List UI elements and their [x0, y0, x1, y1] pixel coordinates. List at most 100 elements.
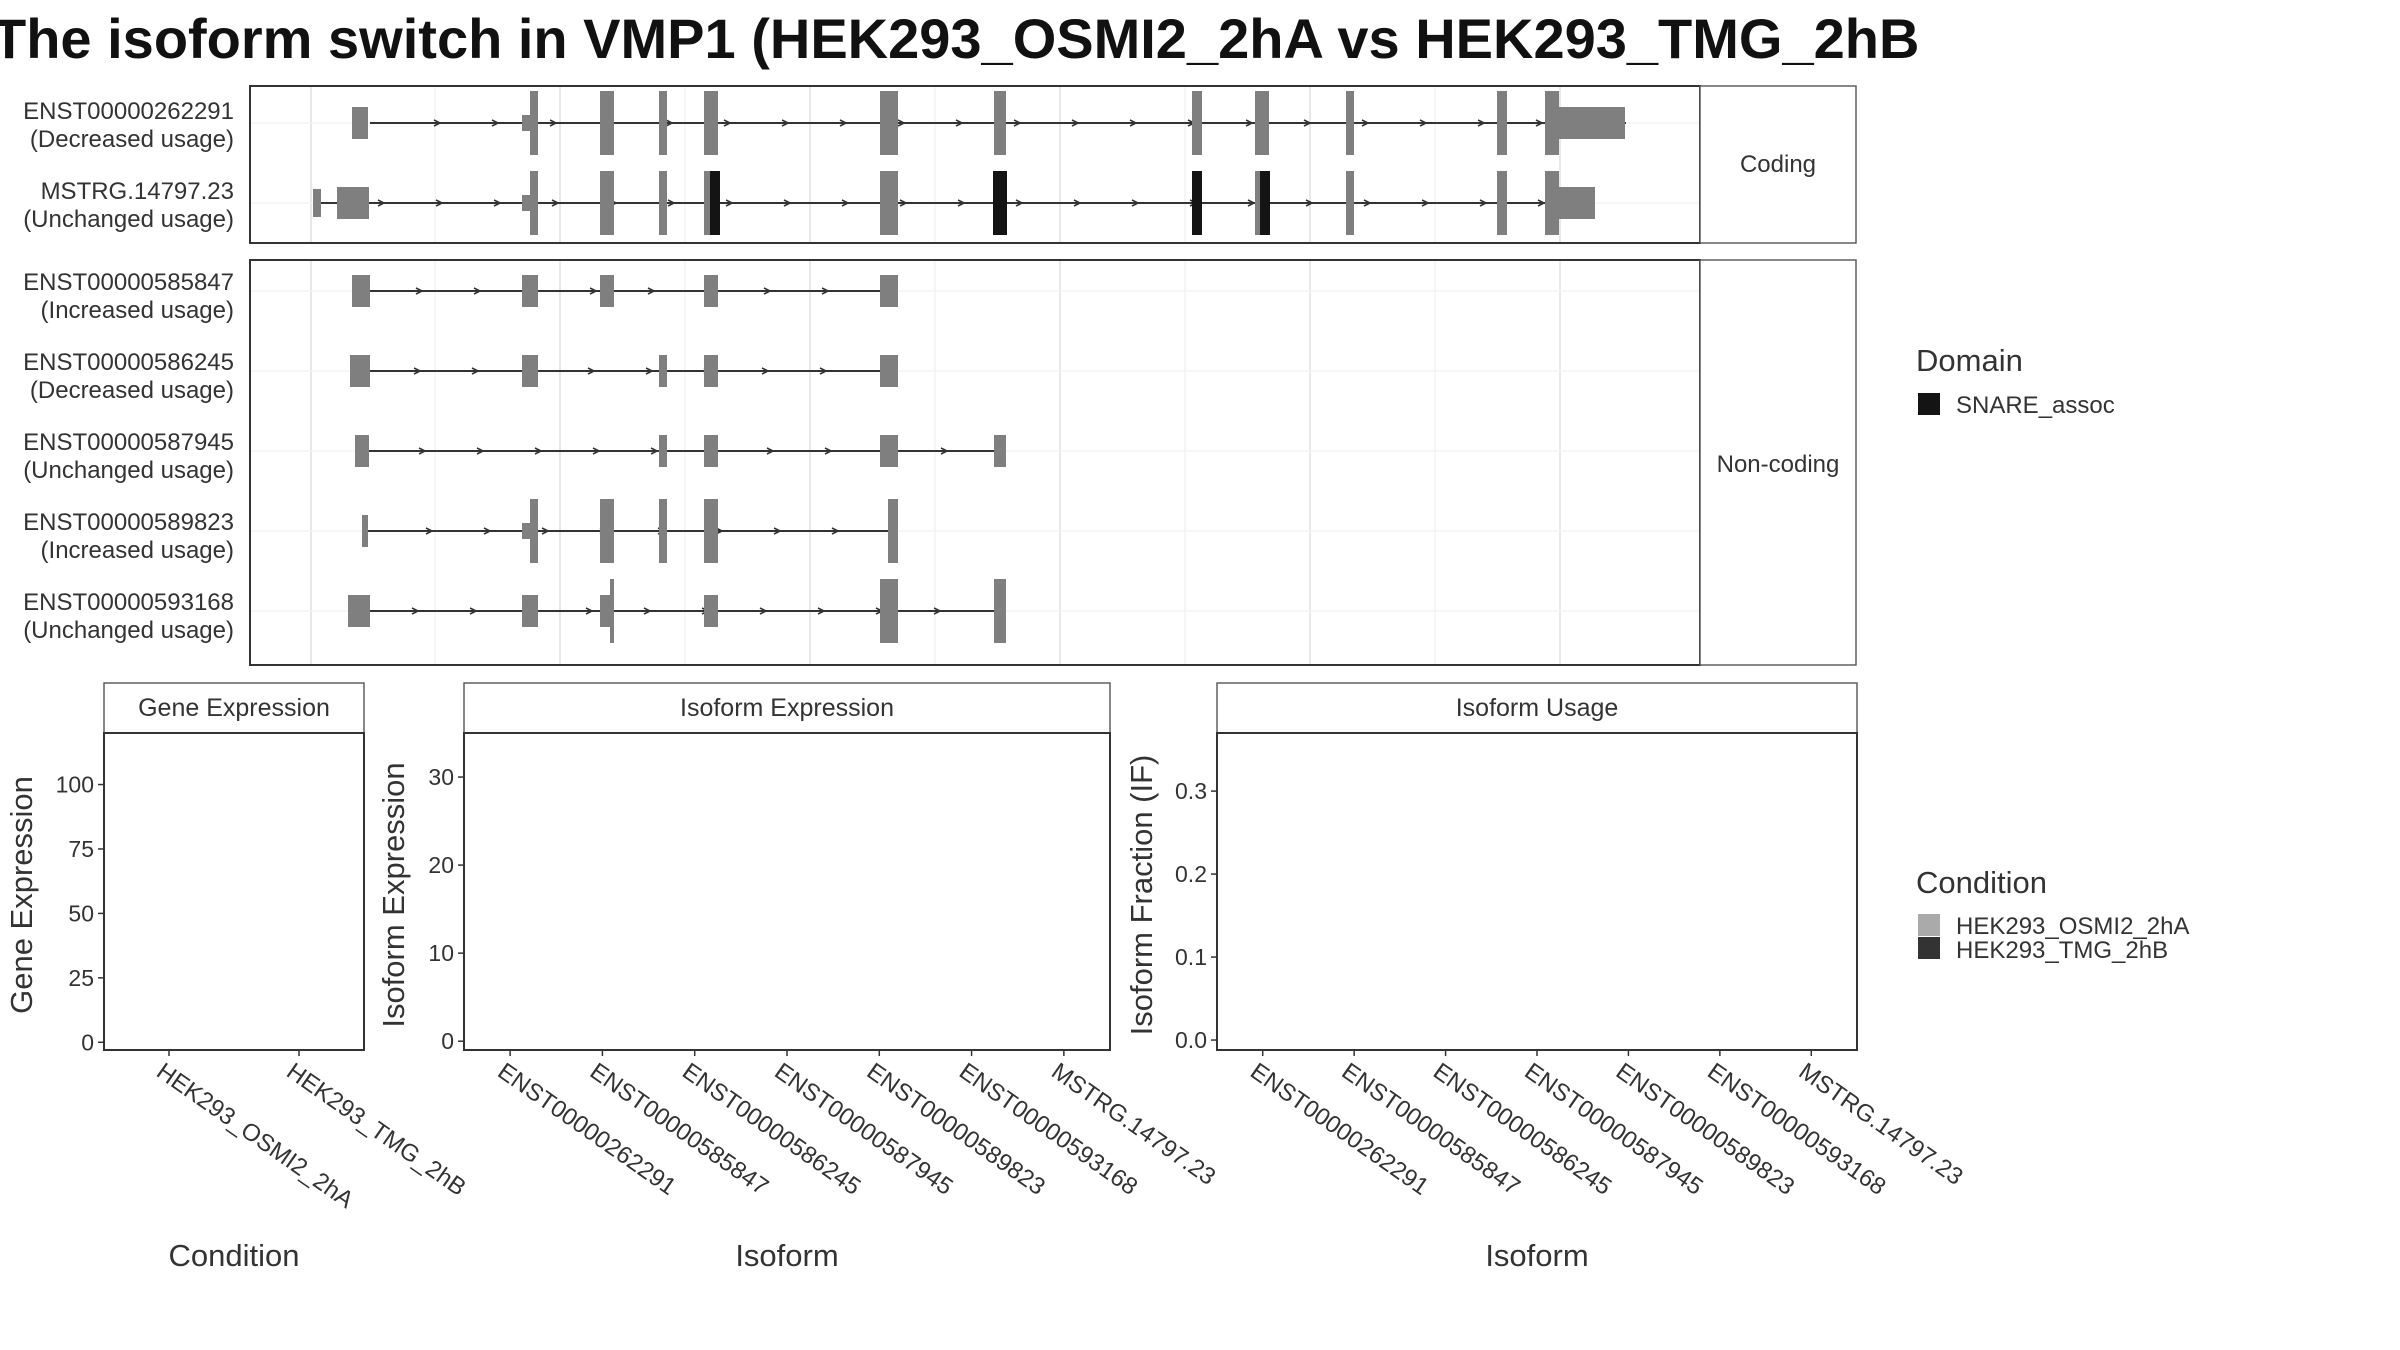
- direction-arrow: [1129, 119, 1138, 127]
- direction-arrow: [665, 119, 674, 127]
- exon: [659, 499, 667, 563]
- direction-arrow: [1245, 119, 1254, 127]
- row-label: ENST00000589823 (Increased usage): [23, 509, 234, 564]
- noncoding-strip: [1699, 259, 1857, 666]
- direction-arrow: [824, 447, 833, 455]
- direction-arrow: [471, 367, 480, 375]
- row-id: ENST00000586245: [23, 349, 234, 376]
- direction-arrow: [650, 447, 659, 455]
- direction-arrow: [766, 447, 775, 455]
- exon: [610, 579, 614, 643]
- direction-arrow: [645, 367, 654, 375]
- direction-arrow: [725, 199, 734, 207]
- row-label: ENST00000262291 (Decreased usage): [23, 98, 234, 153]
- condition-legend-label-2: HEK293_TMG_2hB: [1956, 937, 2168, 964]
- direction-arrow: [377, 199, 386, 207]
- direction-arrow: [839, 119, 848, 127]
- direction-arrow: [592, 447, 601, 455]
- exon: [994, 435, 1006, 467]
- snare-domain: [1260, 171, 1270, 235]
- direction-arrow: [899, 199, 908, 207]
- row-label: ENST00000593168 (Unchanged usage): [23, 589, 234, 644]
- exon: [530, 499, 538, 563]
- condition-legend-label-1: HEK293_OSMI2_2hA: [1956, 913, 2189, 940]
- domain-legend-label: SNARE_assoc: [1956, 392, 2115, 419]
- transcript-row-3: [350, 355, 898, 387]
- isoform-expression-title: Isoform Expression: [680, 694, 894, 722]
- exon: [1545, 91, 1559, 155]
- domain-legend-title: Domain: [1916, 343, 2023, 378]
- direction-arrow: [1071, 119, 1080, 127]
- exon: [1255, 91, 1269, 155]
- condition-legend: Condition HEK293_OSMI2_2hA HEK293_TMG_2h…: [1916, 865, 2189, 964]
- transcript-row-6: [348, 579, 1006, 643]
- direction-arrow: [418, 447, 427, 455]
- direction-arrow: [1479, 199, 1488, 207]
- exon: [704, 275, 718, 307]
- domain-legend: Domain SNARE_assoc: [1916, 343, 2115, 419]
- direction-arrow: [1477, 119, 1486, 127]
- exon: [1557, 187, 1595, 219]
- direction-arrow: [1305, 199, 1314, 207]
- direction-arrow: [435, 199, 444, 207]
- row-id: ENST00000593168: [23, 589, 234, 616]
- exon: [600, 91, 614, 155]
- row-id: ENST00000589823: [23, 509, 234, 536]
- direction-arrow: [783, 199, 792, 207]
- exon: [1557, 107, 1625, 139]
- direction-arrow: [1131, 199, 1140, 207]
- snare-domain: [993, 171, 1007, 235]
- direction-arrow: [643, 607, 652, 615]
- y-tick-label: 75: [68, 836, 94, 862]
- y-tick-label: 0.1: [1175, 944, 1207, 970]
- direction-arrow: [585, 607, 594, 615]
- exon: [704, 435, 718, 467]
- noncoding-strip-label: Non-coding: [1717, 451, 1840, 478]
- row-label: ENST00000585847 (Increased usage): [23, 269, 234, 324]
- x-tick-label: MSTRG.14797.23: [1046, 1058, 1220, 1191]
- direction-arrow: [957, 199, 966, 207]
- direction-arrow: [933, 607, 942, 615]
- transcript-row-4: [355, 435, 1006, 467]
- exon: [522, 275, 538, 307]
- exon: [704, 499, 718, 563]
- row-id: ENST00000587945: [23, 429, 234, 456]
- direction-arrow: [1363, 199, 1372, 207]
- direction-arrow: [667, 199, 676, 207]
- direction-arrow: [411, 607, 420, 615]
- exon: [522, 355, 538, 387]
- isoform-expression-xlabel: Isoform: [735, 1238, 838, 1273]
- condition-legend-title: Condition: [1916, 865, 2047, 900]
- y-tick-label: 100: [56, 772, 94, 798]
- exon: [530, 91, 538, 155]
- direction-arrow: [589, 287, 598, 295]
- transcript-row-2: [352, 275, 898, 307]
- exon: [522, 523, 530, 539]
- direction-arrow: [433, 119, 442, 127]
- exon: [352, 275, 370, 307]
- direction-arrow: [781, 119, 790, 127]
- isoform-expression-ylabel: Isoform Expression: [376, 762, 411, 1027]
- row-id: MSTRG.14797.23: [41, 178, 234, 205]
- exon: [600, 275, 614, 307]
- exon: [1192, 91, 1202, 155]
- y-tick-label: 0: [441, 1028, 454, 1054]
- exon: [659, 91, 667, 155]
- direction-arrow: [541, 527, 550, 535]
- direction-arrow: [821, 287, 830, 295]
- direction-arrow: [549, 119, 558, 127]
- exon: [1346, 91, 1354, 155]
- coding-panel: [249, 85, 1701, 244]
- exon: [362, 515, 368, 547]
- direction-arrow: [483, 527, 492, 535]
- row-usage: (Unchanged usage): [23, 617, 234, 644]
- gene-expression-xlabel: Condition: [169, 1238, 300, 1273]
- direction-arrow: [831, 527, 840, 535]
- isoform-usage-strip: [1216, 682, 1858, 734]
- row-id: ENST00000585847: [23, 269, 234, 296]
- direction-arrow: [773, 527, 782, 535]
- direction-arrow: [551, 199, 560, 207]
- direction-arrow: [1419, 119, 1428, 127]
- direction-arrow: [1537, 199, 1546, 207]
